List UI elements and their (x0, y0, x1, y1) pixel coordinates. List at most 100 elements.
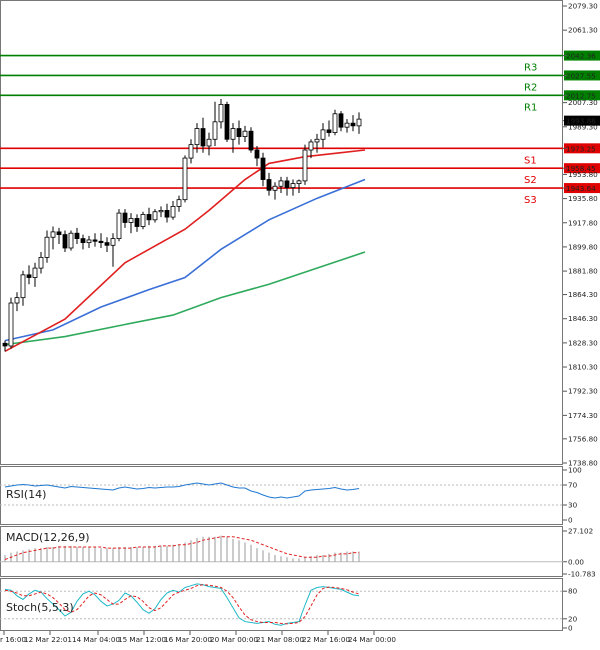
y-tick-label: 1810.30 (568, 363, 598, 372)
candle-up (158, 210, 164, 213)
y-tick-label: 1935.80 (568, 194, 598, 203)
candle-up (38, 256, 44, 269)
candle-down (254, 149, 260, 159)
candle-down (122, 212, 128, 223)
stoch-k-line (4, 583, 360, 626)
y-tick-label: 1953.80 (568, 170, 598, 179)
candle-down (326, 129, 332, 133)
last-price-box (564, 115, 600, 126)
candle-down (62, 234, 68, 249)
stoch-d-line (4, 584, 360, 625)
candle-down (338, 113, 344, 128)
candle-up (8, 302, 14, 347)
candle-up (206, 138, 212, 147)
candle-up (242, 130, 248, 137)
y-tick-label: 1899.80 (568, 242, 598, 251)
candle-up (212, 121, 218, 140)
candle-up (188, 144, 194, 159)
level-value-box (564, 143, 600, 154)
candle-up (302, 149, 308, 182)
candle-down (92, 239, 98, 242)
level-name-r2: R2 (524, 82, 537, 93)
sub-tick-label: -10.783 (568, 570, 596, 579)
y-tick-label: 1828.30 (568, 338, 598, 347)
level-value-label: 2027.55 (566, 71, 596, 80)
rsi-panel: 100 70 30 0 (0, 466, 582, 525)
sub-tick-label: 0.00 (568, 557, 584, 566)
y-tick-label: 1738.80 (568, 459, 598, 468)
y-tick-label: 1756.80 (568, 434, 598, 443)
y-tick-label: 1774.30 (568, 411, 598, 420)
sub-tick-label: 27.102 (568, 527, 593, 536)
pivot-levels: R3 2042.36 R2 2027.55 R1 2012.75 S1 1973.25 S2 19… (0, 50, 600, 206)
x-tick-label: 24 Mar 00:00 (348, 635, 396, 644)
y-tick-label: 1864.30 (568, 290, 598, 299)
level-value-box (564, 183, 600, 194)
macd-panel: 27.102 0.00 -10.783 (0, 527, 596, 579)
rsi-title: RSI(14) (6, 488, 46, 501)
level-value-label: 1973.25 (566, 144, 596, 153)
candle-down (26, 274, 32, 278)
candle-up (140, 214, 146, 227)
x-tick-label: 15 Mar 12:00 (118, 635, 166, 644)
candle-up (20, 274, 26, 299)
candle-up (230, 128, 236, 140)
y-tick-label: 1917.80 (568, 218, 598, 227)
level-value-box (564, 163, 600, 174)
candle-up (278, 180, 284, 187)
candle-down (98, 240, 104, 244)
candle-up (170, 205, 176, 218)
candle-up (320, 129, 326, 140)
candle-up (44, 236, 50, 258)
rsi-line (4, 482, 360, 499)
level-name-s1: S1 (524, 155, 537, 166)
x-tick-label: 16 Mar 20:00 (164, 635, 212, 644)
candle-down (260, 157, 266, 180)
panel-frames (0, 0, 563, 631)
candle-down (146, 214, 152, 221)
level-value-box (564, 90, 600, 101)
candle-down (2, 342, 8, 347)
candle-down (284, 180, 290, 188)
x-tick-label: 12 Mar 22:01 (24, 635, 72, 644)
stoch-panel: 80 200 (0, 583, 578, 633)
macd-panel-frame (0, 526, 563, 577)
sma-blue-line (4, 178, 366, 342)
candle-up (50, 231, 56, 238)
candle-up (218, 103, 224, 123)
candle-up (152, 211, 158, 221)
y-tick-label: 1989.30 (568, 122, 598, 131)
macd-signal-line (4, 536, 359, 560)
candle-up (176, 199, 182, 207)
candle-up (344, 122, 350, 128)
level-value-label: 2012.75 (566, 91, 596, 100)
candle-up (314, 138, 320, 143)
level-name-s3: S3 (524, 195, 537, 206)
candle-up (86, 239, 92, 244)
candle-up (128, 218, 134, 223)
level-value-label: 1958.45 (566, 164, 596, 173)
candle-up (182, 157, 188, 201)
rsi-panel-frame (0, 466, 563, 525)
x-tick-label: 11 Mar 16:00 (0, 635, 26, 644)
sub-tick-label: 0 (568, 624, 573, 633)
x-tick-label: 14 Mar 04:00 (72, 635, 120, 644)
sub-tick-label: 0 (568, 516, 573, 525)
candle-down (224, 103, 230, 140)
price-axis: 2079.30 2061.30 2007.30 1989.30 1953.80 1935.… (563, 2, 600, 468)
candle-down (56, 231, 62, 235)
candle-up (116, 212, 122, 239)
candle-up (68, 232, 74, 249)
sma-red-line (4, 149, 366, 353)
moving-averages (4, 149, 366, 353)
candle-down (236, 128, 242, 137)
candle-down (248, 130, 254, 151)
y-tick-label: 2079.30 (568, 2, 598, 11)
sub-tick-label: 70 (568, 481, 578, 490)
level-name-r3: R3 (524, 63, 537, 74)
sma-green-line (4, 251, 366, 346)
sub-tick-label: 20 (568, 614, 578, 623)
